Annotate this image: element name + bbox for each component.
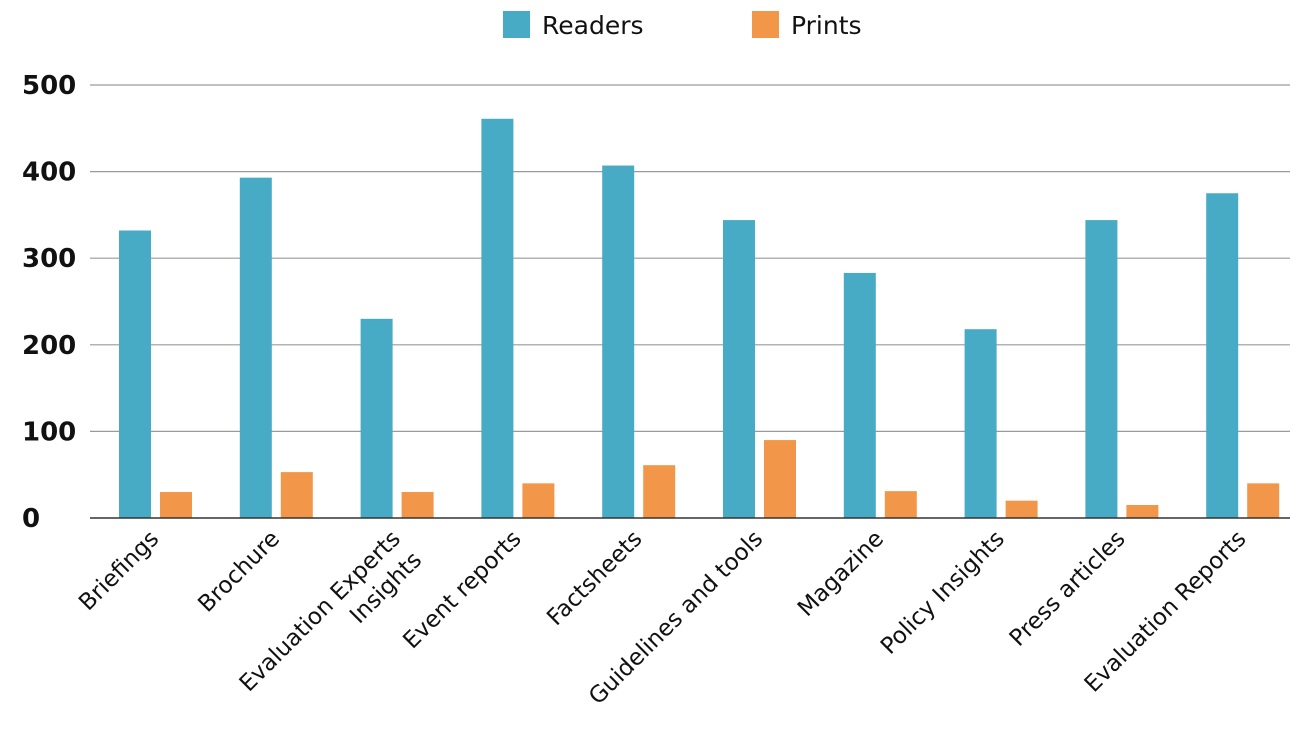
y-tick-label-0: 0 (22, 504, 40, 534)
y-tick-label-400: 400 (22, 158, 76, 188)
y-axis: 0 100 200 300 400 500 (22, 71, 76, 534)
bar-prints-guidelines-and-tools (764, 440, 796, 518)
bar-readers-evaluation-experts-insights (360, 318, 393, 518)
x-tick-label-magazine: Magazine (793, 526, 889, 622)
y-tick-label-300: 300 (22, 244, 76, 274)
bars (119, 118, 1280, 519)
legend-label-prints: Prints (791, 11, 862, 40)
bar-prints-briefings (160, 492, 192, 518)
x-tick-label-press-articles: Press articles (1005, 526, 1131, 652)
x-tick-label-event-reports: Event reports (398, 526, 526, 654)
y-tick-label-100: 100 (22, 417, 76, 447)
bar-readers-event-reports (481, 118, 514, 519)
bar-readers-guidelines-and-tools (723, 220, 755, 518)
bar-prints-factsheets (643, 465, 676, 518)
bar-prints-event-reports (522, 483, 555, 518)
bar-readers-factsheets (602, 165, 635, 518)
bar-prints-brochure (280, 472, 313, 518)
x-tick-label-briefings: Briefings (74, 526, 164, 616)
bar-readers-briefings (119, 230, 151, 518)
x-tick-label-policy-insights: Policy Insights (876, 526, 1010, 660)
bar-prints-policy-insights (1005, 500, 1038, 518)
legend-swatch-prints (752, 11, 779, 38)
legend-swatch-readers (503, 11, 530, 38)
bar-readers-press-articles (1085, 220, 1118, 518)
x-tick-label-brochure: Brochure (193, 526, 285, 618)
y-tick-label-500: 500 (22, 71, 76, 101)
legend: Readers Prints (503, 11, 862, 40)
legend-label-readers: Readers (542, 11, 644, 40)
bar-readers-magazine (843, 272, 876, 518)
bar-prints-evaluation-experts-insights (401, 492, 434, 518)
bar-readers-policy-insights (964, 329, 997, 518)
bar-prints-press-articles (1126, 505, 1159, 518)
bar-prints-magazine (884, 491, 917, 518)
bar-prints-evaluation-reports (1247, 483, 1280, 518)
bar-readers-evaluation-reports (1206, 193, 1239, 518)
x-tick-label-factsheets: Factsheets (542, 526, 647, 631)
bar-readers-brochure (239, 177, 272, 519)
y-tick-label-200: 200 (22, 331, 76, 361)
